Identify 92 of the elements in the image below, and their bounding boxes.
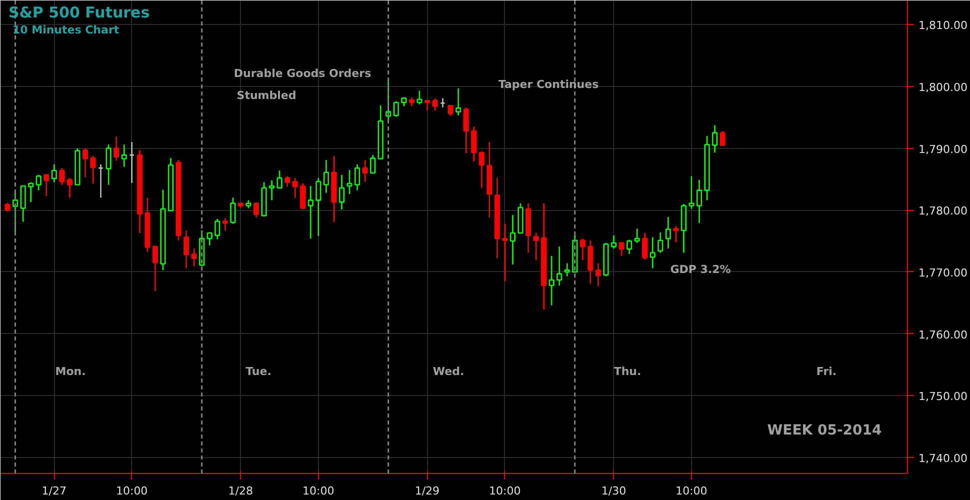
candlestick xyxy=(338,174,344,210)
candlestick xyxy=(658,232,664,254)
annotation: Stumbled xyxy=(236,89,296,102)
candlestick xyxy=(206,232,212,246)
x-tick-label: 10:00 xyxy=(302,484,334,498)
candlestick xyxy=(432,98,438,112)
candlestick xyxy=(66,177,72,198)
candlestick xyxy=(642,232,648,260)
x-tick-label: 1/29 xyxy=(414,484,440,498)
candlestick xyxy=(502,223,508,282)
annotation: Wed. xyxy=(432,365,464,378)
x-tick-label: 10:00 xyxy=(116,484,148,498)
candlestick xyxy=(44,174,50,197)
chart-title: S&P 500 Futures xyxy=(8,4,150,22)
candlestick xyxy=(720,130,726,146)
candlestick xyxy=(354,164,360,191)
y-tick-label: 1,750.00 xyxy=(918,390,968,404)
y-tick-label: 1,740.00 xyxy=(918,452,968,465)
candlestick xyxy=(284,175,290,188)
candlestick xyxy=(222,217,228,232)
candlestick xyxy=(556,246,562,286)
y-tick-label: 1,760.00 xyxy=(918,328,968,342)
x-tick-label: 10:00 xyxy=(489,484,521,498)
candlestick xyxy=(323,159,329,194)
candlestick xyxy=(595,262,601,287)
candlestick xyxy=(292,177,298,198)
annotation: Fri. xyxy=(816,365,837,378)
candlestick xyxy=(564,262,570,277)
candlestick xyxy=(106,144,112,186)
candlestick xyxy=(152,246,158,292)
candlestick xyxy=(90,155,96,184)
candlestick xyxy=(673,226,679,243)
candlestick xyxy=(183,230,190,269)
candlestick xyxy=(121,144,127,168)
candlestick xyxy=(316,177,322,237)
candlestick xyxy=(626,239,632,255)
candlestick xyxy=(36,174,42,191)
candlestick xyxy=(230,197,236,224)
y-tick-label: 1,780.00 xyxy=(918,204,968,218)
candlestick xyxy=(268,180,275,201)
candlestick xyxy=(51,164,57,183)
candlestick xyxy=(448,104,454,117)
y-tick-label: 1,770.00 xyxy=(918,266,968,280)
candlestick xyxy=(712,124,718,154)
x-tick-label: 1/30 xyxy=(601,484,626,498)
candlestick xyxy=(588,240,594,284)
annotation: Mon. xyxy=(55,365,86,378)
candlestick xyxy=(533,232,539,261)
candlestick xyxy=(696,179,702,224)
candlestick xyxy=(346,169,352,195)
candlestick xyxy=(416,90,422,106)
candlestick xyxy=(308,185,314,240)
candlestick xyxy=(580,238,586,261)
annotation: Taper Continues xyxy=(498,78,600,91)
candlestick xyxy=(610,234,617,250)
x-tick-label: 10:00 xyxy=(676,484,708,498)
annotation: WEEK 05-2014 xyxy=(767,422,882,438)
candlestick xyxy=(28,182,34,203)
y-tick-label: 1,790.00 xyxy=(918,142,968,156)
annotation: Thu. xyxy=(614,365,642,378)
candlestick xyxy=(548,255,554,306)
candlestick xyxy=(650,236,656,269)
candlestick xyxy=(665,216,671,250)
candlestick xyxy=(688,175,694,210)
candlestick xyxy=(276,170,282,188)
annotation: Tue. xyxy=(246,365,272,378)
text: 10 Minutes Chart xyxy=(12,24,120,36)
candlestick xyxy=(634,228,640,244)
candlestick xyxy=(59,167,65,186)
candlestick xyxy=(424,100,430,112)
y-tick-label: 1,800.00 xyxy=(918,80,968,94)
candlestick xyxy=(214,218,220,240)
x-tick-label: 1/27 xyxy=(42,484,66,498)
candlestick xyxy=(191,248,197,268)
candlestick xyxy=(478,150,484,188)
candlestick xyxy=(114,136,120,162)
candlestick xyxy=(618,242,624,257)
annotation: GDP 3.2% xyxy=(670,263,731,276)
candlestick xyxy=(370,154,376,174)
candlestick xyxy=(300,182,306,210)
candlestick xyxy=(393,100,399,118)
candlestick xyxy=(362,159,368,182)
candlestick xyxy=(455,88,462,116)
candlestick xyxy=(463,106,469,154)
candlestick xyxy=(82,148,88,178)
candlestick xyxy=(20,185,26,222)
x-tick-label: 1/28 xyxy=(228,484,254,498)
candlestick xyxy=(510,214,516,266)
candlestick xyxy=(471,126,477,162)
y-tick-label: 1,810.00 xyxy=(918,19,968,32)
candlestick xyxy=(253,202,259,218)
annotation: Durable Goods Orders xyxy=(234,67,372,80)
